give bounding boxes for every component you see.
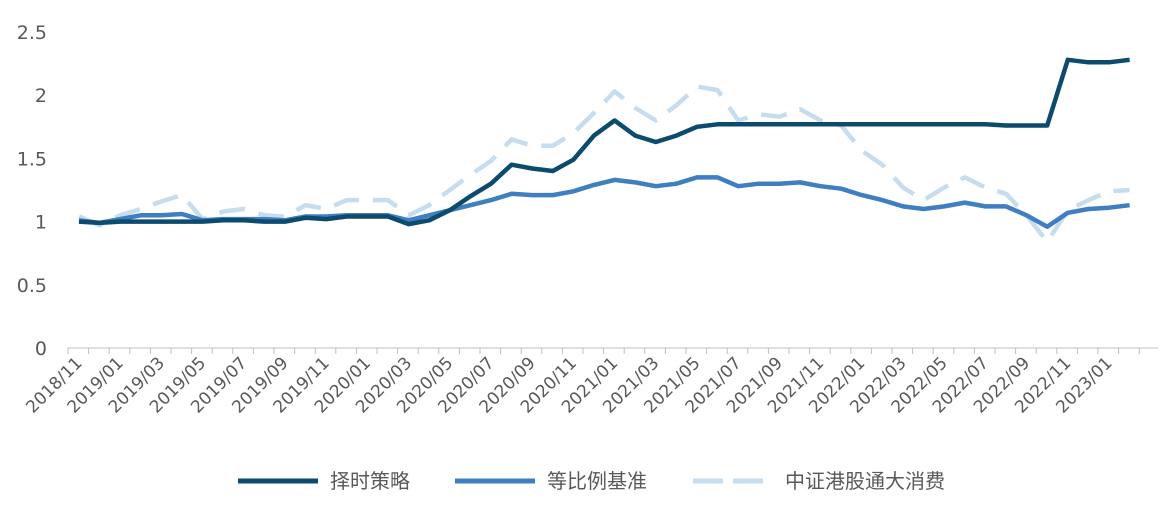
legend-label: 中证港股通大消费 bbox=[785, 469, 945, 493]
legend-item-2: 中证港股通大消费 bbox=[693, 469, 945, 493]
series-layer bbox=[78, 57, 1130, 245]
y-axis: 0 0.5 1 1.5 2 2.5 bbox=[17, 22, 47, 360]
y-tick-label: 2 bbox=[35, 85, 47, 107]
legend-label: 择时策略 bbox=[330, 469, 410, 493]
y-tick-label: 2.5 bbox=[17, 22, 47, 44]
y-tick-label: 0 bbox=[35, 338, 47, 360]
y-tick-label: 0.5 bbox=[17, 275, 47, 297]
legend-label: 等比例基准 bbox=[547, 469, 647, 493]
legend-item-1: 等比例基准 bbox=[455, 469, 647, 493]
legend: 择时策略 等比例基准 中证港股通大消费 bbox=[238, 469, 945, 493]
y-tick-label: 1.5 bbox=[17, 148, 47, 170]
series-line-0 bbox=[78, 57, 1130, 227]
y-tick-label: 1 bbox=[35, 212, 47, 234]
x-axis: 2018/112019/012019/032019/052019/072019/… bbox=[22, 347, 1158, 417]
legend-item-0: 择时策略 bbox=[238, 469, 410, 493]
